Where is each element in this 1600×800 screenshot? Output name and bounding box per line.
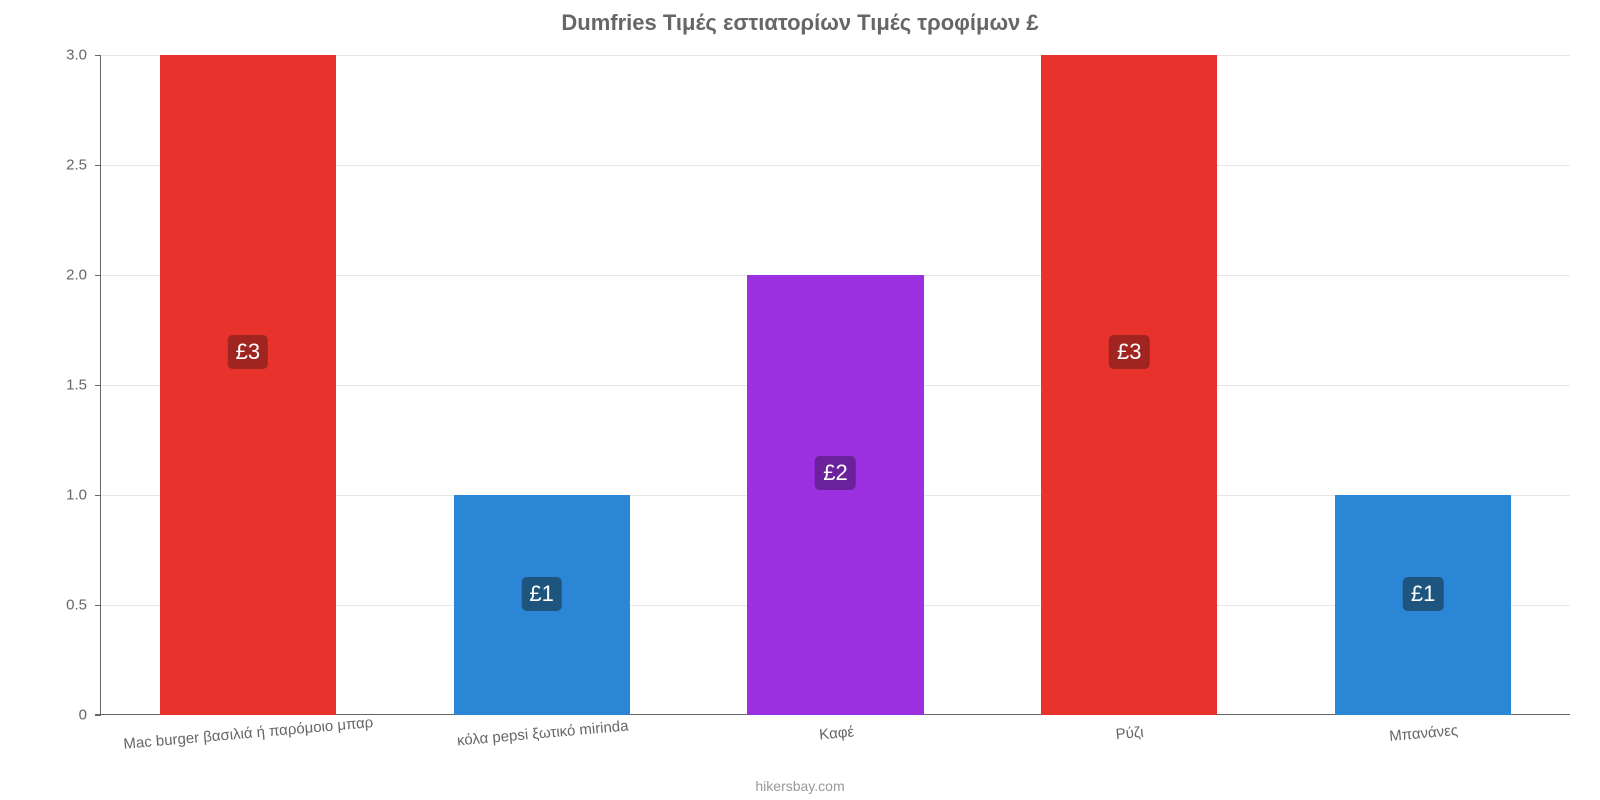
ytick-label: 2.0 (66, 267, 87, 284)
bar-value-label: £3 (1109, 335, 1149, 369)
bar-value-label: £3 (228, 335, 268, 369)
ytick-mark (95, 495, 101, 496)
ytick-label: 0 (79, 707, 87, 724)
xtick-label: Ρύζι (1115, 724, 1144, 743)
xtick-label: κόλα pepsi ξωτικό mirinda (456, 718, 629, 750)
ytick-mark (95, 715, 101, 716)
bar: £2 (747, 275, 923, 715)
bar: £1 (454, 495, 630, 715)
bar-chart: Dumfries Τιμές εστιατορίων Τιμές τροφίμω… (0, 0, 1600, 800)
ytick-mark (95, 275, 101, 276)
bar-value-label: £2 (815, 456, 855, 490)
xtick-label: Καφέ (818, 723, 854, 743)
ytick-mark (95, 385, 101, 386)
ytick-label: 0.5 (66, 597, 87, 614)
ytick-label: 1.5 (66, 377, 87, 394)
chart-credit: hikersbay.com (0, 778, 1600, 794)
ytick-mark (95, 55, 101, 56)
ytick-label: 2.5 (66, 157, 87, 174)
plot-area: 00.51.01.52.02.53.0£3Mac burger βασιλιά … (100, 55, 1570, 715)
xtick-label: Μπανάνες (1389, 722, 1459, 745)
bar: £3 (1041, 55, 1217, 715)
ytick-label: 3.0 (66, 47, 87, 64)
xtick-label: Mac burger βασιλιά ή παρόμοιο μπαρ (123, 714, 374, 753)
bar-value-label: £1 (521, 577, 561, 611)
bar: £1 (1335, 495, 1511, 715)
chart-title: Dumfries Τιμές εστιατορίων Τιμές τροφίμω… (0, 10, 1600, 36)
bar-value-label: £1 (1403, 577, 1443, 611)
ytick-label: 1.0 (66, 487, 87, 504)
bar: £3 (160, 55, 336, 715)
ytick-mark (95, 605, 101, 606)
ytick-mark (95, 165, 101, 166)
